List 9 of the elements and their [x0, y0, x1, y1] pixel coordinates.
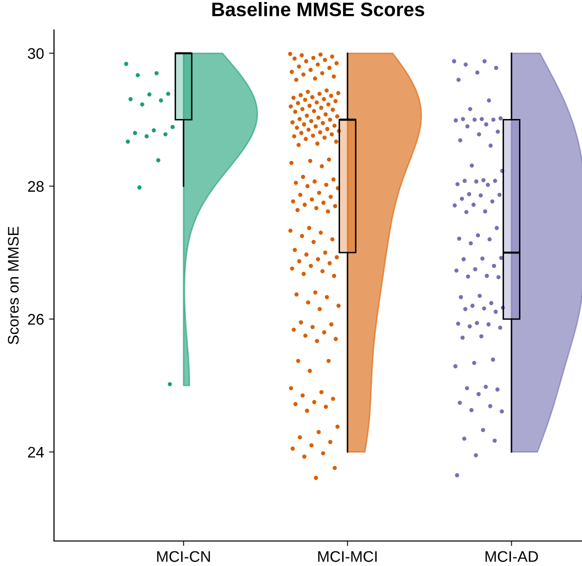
y-tick-label: 30 — [28, 48, 44, 59]
y-axis-title: Scores on MMSE — [8, 226, 19, 344]
x-tick-label: MCI-MCI — [318, 551, 377, 562]
y-tick-label: 26 — [28, 314, 44, 325]
x-tick-label: MCI-CN — [157, 551, 210, 562]
chart-title: Baseline MMSE Scores — [212, 2, 424, 16]
y-tick-label: 28 — [28, 181, 44, 192]
x-tick-label: MCI-AD — [486, 551, 538, 562]
y-tick-label: 24 — [28, 446, 44, 458]
